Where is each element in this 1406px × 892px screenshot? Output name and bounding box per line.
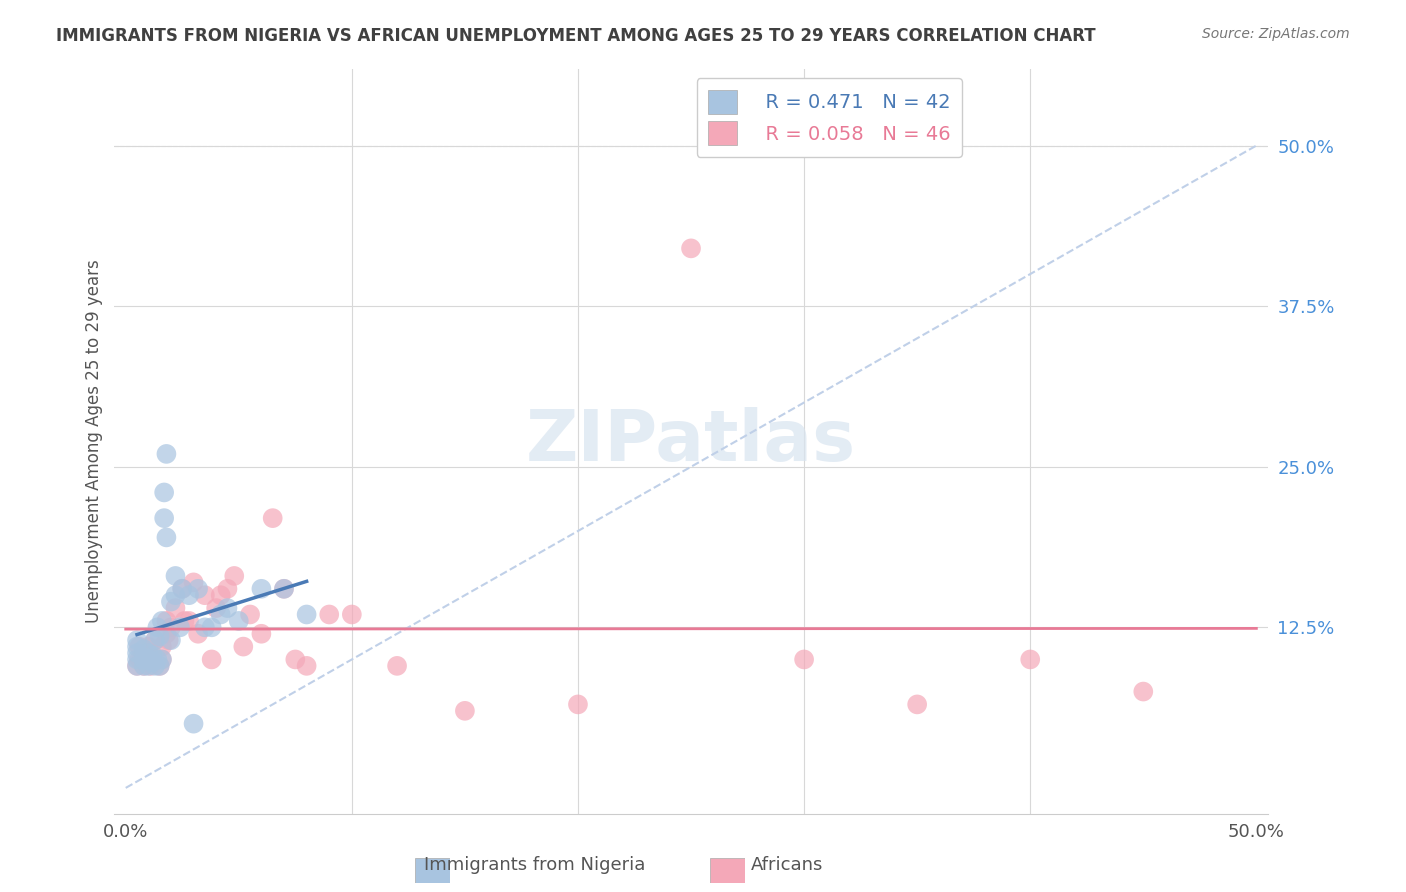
Point [146, 620, 169, 634]
Point [150, 640, 173, 654]
Point [194, 588, 217, 602]
Point [165, 569, 187, 583]
Point [150, 652, 173, 666]
Point [187, 582, 209, 596]
Point [125, 640, 148, 654]
Point [454, 704, 477, 718]
Point [149, 658, 172, 673]
Point [125, 658, 148, 673]
Point [273, 582, 295, 596]
Point [155, 614, 177, 628]
Point [136, 658, 159, 673]
Point [125, 652, 148, 666]
Point [150, 614, 173, 628]
Point [132, 658, 155, 673]
Point [135, 646, 157, 660]
Point [217, 582, 239, 596]
Point [132, 652, 155, 666]
Point [177, 614, 200, 628]
Point [183, 716, 205, 731]
Point [567, 698, 589, 712]
Point [239, 607, 262, 622]
Point [128, 652, 150, 666]
Y-axis label: Unemployment Among Ages 25 to 29 years: Unemployment Among Ages 25 to 29 years [86, 260, 103, 623]
Point [905, 698, 928, 712]
Point [160, 594, 183, 608]
Point [146, 652, 169, 666]
Point [131, 652, 153, 666]
Point [155, 530, 177, 544]
Point [205, 601, 228, 615]
Point [136, 646, 159, 660]
Point [295, 607, 318, 622]
Point [153, 485, 176, 500]
Point [793, 652, 815, 666]
Point [155, 447, 177, 461]
Point [177, 588, 200, 602]
Point [155, 626, 177, 640]
Point [172, 582, 194, 596]
Point [125, 633, 148, 648]
Point [217, 601, 239, 615]
Point [201, 652, 224, 666]
Point [262, 511, 284, 525]
Point [250, 626, 273, 640]
Point [132, 658, 155, 673]
Point [250, 582, 273, 596]
Point [340, 607, 363, 622]
Text: Immigrants from Nigeria: Immigrants from Nigeria [423, 856, 645, 874]
Point [169, 620, 191, 634]
Point [1019, 652, 1042, 666]
Point [228, 614, 250, 628]
Point [139, 658, 162, 673]
Point [194, 620, 217, 634]
Text: Source: ZipAtlas.com: Source: ZipAtlas.com [1202, 27, 1350, 41]
Text: IMMIGRANTS FROM NIGERIA VS AFRICAN UNEMPLOYMENT AMONG AGES 25 TO 29 YEARS CORREL: IMMIGRANTS FROM NIGERIA VS AFRICAN UNEMP… [56, 27, 1095, 45]
Point [232, 640, 254, 654]
Point [295, 658, 318, 673]
Point [172, 582, 194, 596]
Point [209, 607, 232, 622]
Point [165, 588, 187, 602]
Text: Africans: Africans [751, 856, 824, 874]
Point [385, 658, 408, 673]
Point [165, 601, 187, 615]
Point [142, 652, 165, 666]
Point [142, 655, 165, 669]
Point [183, 575, 205, 590]
Point [153, 511, 176, 525]
Point [1132, 684, 1154, 698]
Point [187, 626, 209, 640]
Legend:   R = 0.471   N = 42,   R = 0.058   N = 46: R = 0.471 N = 42, R = 0.058 N = 46 [696, 78, 962, 157]
Point [160, 620, 183, 634]
Text: ZIPatlas: ZIPatlas [526, 407, 856, 475]
Point [142, 648, 165, 663]
Point [201, 620, 224, 634]
Point [136, 652, 159, 666]
Point [143, 658, 166, 673]
Point [128, 640, 150, 654]
Point [149, 658, 172, 673]
Point [149, 629, 172, 643]
Point [157, 633, 180, 648]
Point [143, 633, 166, 648]
Point [318, 607, 340, 622]
Point [224, 569, 246, 583]
Point [136, 640, 159, 654]
Point [150, 652, 173, 666]
Point [284, 652, 307, 666]
Point [273, 582, 295, 596]
Point [173, 614, 195, 628]
Point [679, 241, 702, 255]
Point [143, 633, 166, 648]
Point [125, 658, 148, 673]
Point [209, 588, 232, 602]
Point [132, 642, 155, 657]
Point [125, 646, 148, 660]
Point [160, 633, 183, 648]
